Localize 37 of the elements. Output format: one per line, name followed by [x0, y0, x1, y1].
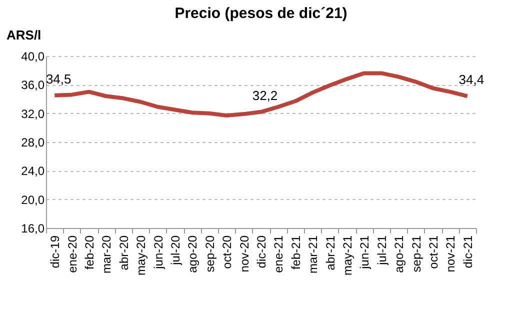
y-tick-label: 32,0	[21, 106, 45, 121]
x-tick-label: abr-20	[116, 235, 131, 270]
chart-title: Precio (pesos de dic´21)	[174, 5, 348, 22]
x-tick-label: ene-20	[65, 235, 80, 273]
x-tick-label: mar-20	[100, 235, 114, 274]
x-tick-label: sep-21	[409, 235, 424, 272]
data-label: 34,4	[458, 72, 484, 88]
y-tick-label: 36,0	[21, 78, 45, 92]
y-tick-label: 24,0	[21, 164, 45, 178]
y-axis-title: ARS/l	[6, 28, 42, 42]
y-tick-label: 16,0	[21, 222, 45, 236]
x-tick-label: jul-20	[168, 235, 182, 266]
data-label: 32,2	[252, 88, 278, 103]
x-tick-label: may-20	[134, 235, 148, 276]
x-tick-label: abr-21	[323, 235, 338, 270]
x-tick-label: ene-21	[272, 235, 286, 273]
y-tick-label: 28,0	[21, 136, 45, 150]
x-tick-label: feb-21	[288, 235, 303, 270]
x-tick-label: jun-20	[151, 235, 166, 270]
x-tick-label: oct-20	[220, 235, 234, 269]
x-tick-label: jun-21	[358, 235, 372, 270]
x-tick-label: oct-21	[426, 235, 440, 269]
x-tick-label: ago-21	[392, 235, 406, 273]
data-label: 34,5	[46, 71, 72, 86]
x-tick-label: sep-20	[202, 235, 217, 272]
x-tick-label: feb-20	[82, 235, 96, 270]
x-tick-label: mar-21	[306, 235, 320, 274]
x-tick-label: ago-20	[186, 235, 200, 273]
x-tick-label: jul-21	[374, 235, 389, 266]
x-tick-label: may-21	[340, 235, 354, 276]
x-tick-label: dic-21	[460, 235, 475, 268]
y-tick-label: 20,0	[21, 192, 45, 207]
x-tick-label: dic-19	[48, 235, 62, 268]
x-tick-label: nov-20	[237, 235, 252, 272]
y-tick-label: 40,0	[21, 50, 45, 64]
x-tick-label: dic-20	[254, 235, 268, 268]
x-tick-label: nov-21	[444, 235, 458, 272]
